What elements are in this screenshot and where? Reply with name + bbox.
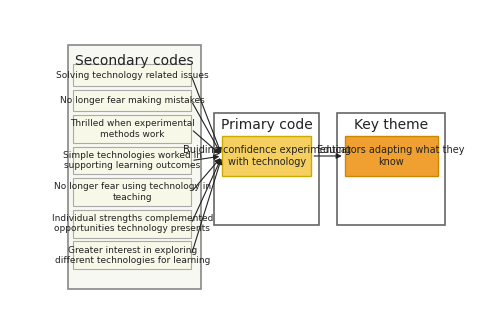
Bar [74,64,191,86]
Text: Key theme: Key theme [354,118,428,132]
Text: Thrilled when experimental
methods work: Thrilled when experimental methods work [70,119,194,139]
Bar [74,115,191,143]
Text: Buiding confidence experimenting
with technology: Buiding confidence experimenting with te… [182,145,350,167]
Text: No longer fear using technology in
teaching: No longer fear using technology in teach… [54,182,211,202]
Text: Individual strengths complemented
opportunities technology presents: Individual strengths complemented opport… [52,214,213,233]
Bar [74,210,191,238]
Bar [222,136,312,176]
Text: Solving technology related issues: Solving technology related issues [56,71,208,80]
Text: Primary code: Primary code [221,118,312,132]
Bar [74,241,191,269]
Bar [74,147,191,174]
Bar [68,45,201,289]
Text: No longer fear making mistakes: No longer fear making mistakes [60,96,204,105]
Text: Educators adapting what they
know: Educators adapting what they know [318,145,465,167]
Text: Simple technologies worked in
supporting learning outcomes: Simple technologies worked in supporting… [63,151,202,170]
Text: Greater interest in exploring
different technologies for learning: Greater interest in exploring different … [54,246,210,265]
Bar [214,113,319,224]
Bar [337,113,446,224]
Text: Secondary codes: Secondary codes [76,54,194,68]
Bar [74,178,191,206]
Bar [74,90,191,111]
Bar [344,136,438,176]
